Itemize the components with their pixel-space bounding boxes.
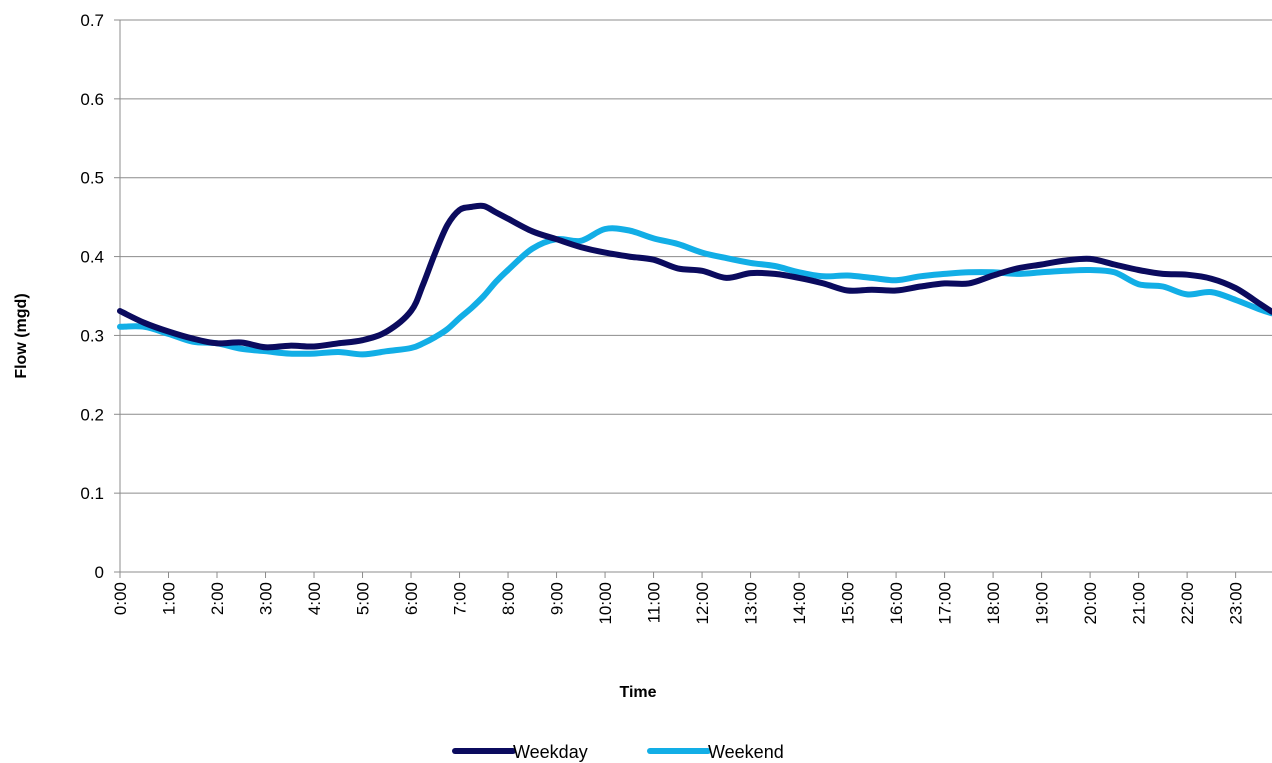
x-tick-label: 8:00 — [499, 582, 518, 615]
x-tick-label: 16:00 — [887, 582, 906, 625]
legend-label-weekday: Weekday — [513, 742, 588, 762]
x-tick-label: 15:00 — [839, 582, 858, 625]
x-tick-label: 7:00 — [451, 582, 470, 615]
x-tick-label: 14:00 — [790, 582, 809, 625]
y-tick-label: 0.5 — [80, 169, 104, 188]
legend: Weekday Weekend — [452, 742, 784, 762]
legend-label-weekend: Weekend — [708, 742, 784, 762]
y-tick-label: 0.6 — [80, 90, 104, 109]
series-line-weekday — [117, 202, 1272, 351]
x-tick-label: 13:00 — [742, 582, 761, 625]
y-tick-label: 0.3 — [80, 326, 104, 345]
gridlines — [120, 19, 1272, 494]
y-tick-label: 0.2 — [80, 405, 104, 424]
series-line-weekend — [117, 225, 1272, 358]
x-tick-label: 3:00 — [257, 582, 276, 615]
x-tick-label: 9:00 — [548, 582, 567, 615]
x-tick-label: 1:00 — [160, 582, 179, 615]
x-tick-label: 5:00 — [354, 582, 373, 615]
x-axis-title: Time — [619, 684, 656, 701]
y-tick-label: 0 — [95, 563, 104, 582]
x-tick-label: 2:00 — [208, 582, 227, 615]
x-tick-label: 10:00 — [596, 582, 615, 625]
x-tick-label: 22:00 — [1178, 582, 1197, 625]
x-tick-labels: 0:00 1:00 2:00 3:00 4:00 5:00 6:00 7:00 8:00 9:00… — [111, 582, 1246, 625]
x-tick-label: 11:00 — [645, 582, 664, 623]
x-tick-label: 12:00 — [693, 582, 712, 625]
x-tick-label: 20:00 — [1081, 582, 1100, 625]
x-tick-label: 19:00 — [1033, 582, 1052, 625]
y-tick-label: 0.1 — [80, 484, 104, 503]
x-tick-label: 21:00 — [1130, 582, 1149, 625]
y-tick-label: 0.7 — [80, 11, 104, 30]
x-tick-label: 0:00 — [111, 582, 130, 615]
x-tick-label: 4:00 — [305, 582, 324, 615]
y-axis-title: Flow (mgd) — [13, 293, 30, 378]
y-tick-label: 0.4 — [80, 248, 104, 267]
x-tick-label: 18:00 — [984, 582, 1003, 625]
axes — [114, 19, 1272, 578]
x-tick-label: 6:00 — [402, 582, 421, 615]
series-lines — [117, 202, 1272, 358]
y-tick-labels: 0 0.1 0.2 0.3 0.4 0.5 0.6 0.7 — [80, 11, 104, 582]
x-tick-label: 23:00 — [1227, 582, 1246, 625]
x-tick-label: 17:00 — [936, 582, 955, 625]
